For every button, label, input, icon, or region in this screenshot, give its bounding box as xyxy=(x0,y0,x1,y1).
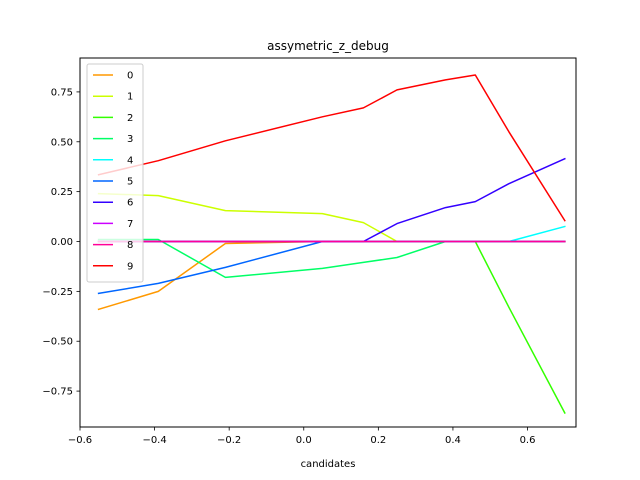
legend-label: 8 xyxy=(127,240,133,251)
x-tick-label: 0.4 xyxy=(445,435,461,446)
legend-box xyxy=(86,63,144,283)
x-tick-label: 0.2 xyxy=(370,435,386,446)
x-tick-label: 0.6 xyxy=(520,435,536,446)
x-tick-label: −0.6 xyxy=(68,435,92,446)
legend-label: 0 xyxy=(127,71,133,82)
x-axis-title: candidates xyxy=(301,459,356,470)
y-tick-label: 0.00 xyxy=(51,237,73,248)
x-tick-label: −0.2 xyxy=(217,435,241,446)
legend-label: 4 xyxy=(127,155,133,166)
legend-label: 5 xyxy=(127,177,133,188)
x-tick-label: −0.4 xyxy=(142,435,166,446)
x-axis: −0.6 −0.4 −0.2 0.0 0.2 0.4 0.6 xyxy=(68,427,536,446)
legend-label: 9 xyxy=(127,261,133,272)
chart-title: assymetric_z_debug xyxy=(267,39,389,53)
y-tick-label: 0.25 xyxy=(51,187,73,198)
legend-label: 1 xyxy=(127,92,133,103)
legend-label: 6 xyxy=(127,198,133,209)
x-tick-label: 0.0 xyxy=(296,435,312,446)
y-axis: −0.75 −0.50 −0.25 0.00 0.25 0.50 0.75 xyxy=(42,87,80,398)
series-line-9 xyxy=(97,74,566,222)
plot-lines xyxy=(97,74,566,415)
legend-label: 7 xyxy=(127,219,133,230)
legend-label: 2 xyxy=(127,113,133,124)
y-tick-label: 0.50 xyxy=(51,137,73,148)
legend: 0 1 2 3 4 5 6 7 8 9 xyxy=(86,63,144,283)
plot-frame xyxy=(79,57,577,428)
y-tick-label: −0.25 xyxy=(42,287,73,298)
y-tick-label: −0.75 xyxy=(42,387,73,398)
y-tick-label: 0.75 xyxy=(51,87,73,98)
y-tick-label: −0.50 xyxy=(42,337,73,348)
legend-label: 3 xyxy=(127,134,133,145)
